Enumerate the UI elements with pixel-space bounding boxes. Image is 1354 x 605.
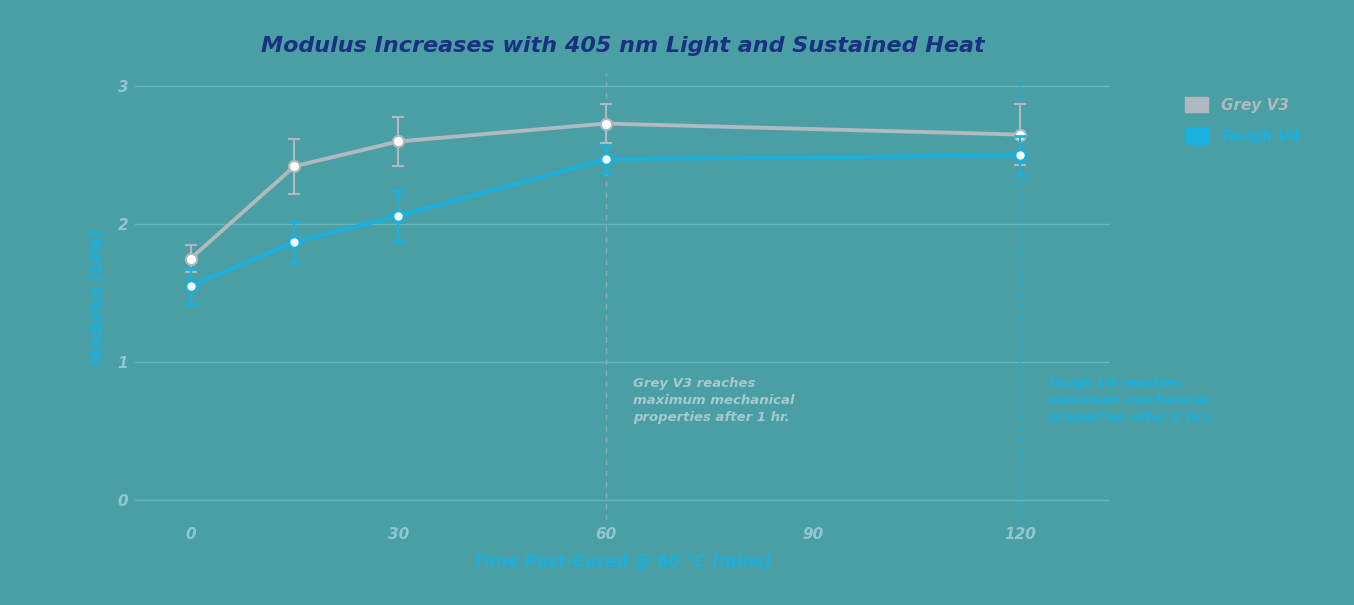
- Legend: Grey V3, Tough V4: Grey V3, Tough V4: [1178, 89, 1308, 152]
- Y-axis label: Modulus (GPa): Modulus (GPa): [89, 228, 107, 364]
- Text: Tough V4 reaches
maximum mechanical
properties after 2 hrs.: Tough V4 reaches maximum mechanical prop…: [1048, 377, 1215, 424]
- Text: Grey V3 reaches
maximum mechanical
properties after 1 hr.: Grey V3 reaches maximum mechanical prope…: [634, 377, 795, 424]
- Title: Modulus Increases with 405 nm Light and Sustained Heat: Modulus Increases with 405 nm Light and …: [261, 36, 984, 56]
- X-axis label: Time Post-Cured @ 60 °C (mins): Time Post-Cured @ 60 °C (mins): [474, 554, 772, 571]
